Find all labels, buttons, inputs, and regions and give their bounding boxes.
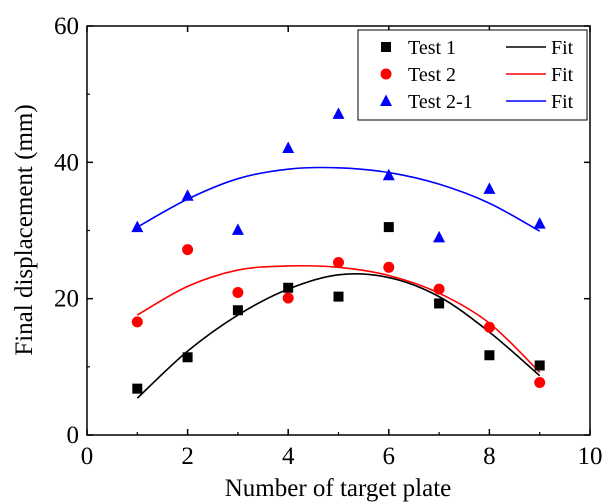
fit-lines [136,166,541,399]
series-2-point-6 [383,261,395,273]
x-tick-label-5: 10 [578,443,603,470]
series-2-point-1 [131,316,143,328]
x-tick-label-4: 8 [483,443,496,470]
series-1-point-4 [283,282,294,293]
series-3-point-2 [181,189,194,201]
data-markers [131,107,546,394]
fit-line-1 [136,273,541,399]
legend-label-1: Test 1 [408,37,456,59]
legend: Test 1 Fit Test 2 Fit Test 2-1 Fit [357,29,588,121]
series-2-point-2 [182,244,194,256]
legend-label-3: Test 2-1 [408,91,473,113]
y-tick-label-1: 20 [54,286,79,313]
legend-marker-1 [381,42,391,52]
legend-marker-2 [380,68,392,80]
series-3-point-7 [433,230,446,243]
series-2-point-8 [483,321,495,333]
series-2-point-3 [232,287,244,299]
series-1-point-1 [132,383,143,394]
y-tick-label-2: 40 [54,149,79,176]
series-3-point-5 [332,107,345,119]
y-axis-label: Final displacement (mm) [11,104,38,355]
x-tick-label-1: 2 [181,443,194,470]
series-3-point-4 [282,141,295,154]
series-1-point-5 [333,291,344,302]
series-1-point-6 [383,222,394,233]
series-2-point-4 [282,292,294,304]
series-3-point-8 [483,182,496,194]
series-1-point-2 [182,352,193,363]
series-2-point-7 [433,283,445,295]
x-tick-label-3: 6 [383,443,396,470]
series-1-point-7 [434,298,445,309]
fit-line-2 [136,264,541,373]
series-3-point-9 [533,217,546,229]
legend-fit-label-3: Fit [551,91,574,113]
legend-fit-label-1: Fit [551,37,574,59]
legend-marker-3 [380,94,392,106]
x-tick-label-0: 0 [81,443,94,470]
series-3-point-3 [231,223,244,235]
series-3-point-1 [131,220,144,233]
x-tick-label-2: 4 [282,443,295,470]
series-2-point-9 [534,377,546,389]
fit-line-3 [136,166,541,232]
series-1-point-8 [484,350,495,361]
series-2-point-5 [333,257,344,269]
legend-fit-label-2: Fit [551,64,574,86]
axis-ticks: 0 2 4 6 8 10 0 20 40 60 [54,13,603,470]
series-1-point-9 [534,360,545,371]
legend-label-2: Test 2 [408,64,456,86]
y-tick-label-3: 60 [54,13,79,40]
legend-box [357,29,588,121]
x-axis-label: Number of target plate [225,475,452,502]
series-1-point-3 [232,305,243,316]
y-tick-label-0: 0 [67,422,80,449]
series-3-point-6 [382,168,395,181]
